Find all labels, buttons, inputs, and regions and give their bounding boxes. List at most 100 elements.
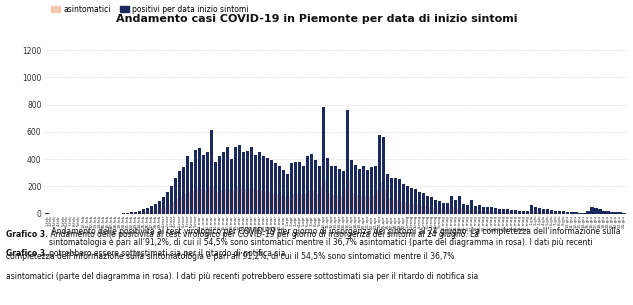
Text: Andamento casi COVID-19 in Piemonte per data di inizio sintomi: Andamento casi COVID-19 in Piemonte per …: [116, 14, 517, 24]
Bar: [173, 178, 177, 213]
Bar: [402, 184, 405, 213]
Bar: [606, 211, 610, 213]
Bar: [570, 212, 573, 213]
Bar: [430, 197, 434, 213]
Bar: [534, 207, 537, 214]
Bar: [366, 170, 369, 214]
Text: Andamento delle positività al test virologico per COVID-19 per giorno di insorge: Andamento delle positività al test virol…: [48, 230, 479, 239]
Bar: [566, 212, 570, 214]
Bar: [149, 206, 153, 213]
Bar: [334, 166, 337, 214]
Bar: [194, 149, 197, 213]
Bar: [249, 147, 253, 213]
Bar: [166, 192, 169, 214]
Bar: [558, 211, 561, 213]
Bar: [237, 145, 241, 213]
Bar: [450, 196, 453, 214]
Bar: [158, 201, 161, 214]
Bar: [622, 213, 625, 214]
Bar: [542, 209, 546, 213]
Bar: [218, 156, 221, 214]
Bar: [290, 163, 293, 214]
Bar: [294, 162, 297, 214]
Bar: [598, 210, 601, 214]
Bar: [410, 188, 413, 213]
Bar: [254, 155, 257, 213]
Bar: [170, 186, 173, 213]
Bar: [270, 160, 273, 214]
Bar: [197, 148, 201, 214]
Bar: [490, 207, 493, 213]
Bar: [326, 158, 329, 214]
Bar: [213, 162, 217, 214]
Bar: [322, 107, 325, 214]
Bar: [230, 159, 233, 214]
Bar: [310, 154, 313, 214]
Legend: asintomatici, positivi per data inizio sintomi: asintomatici, positivi per data inizio s…: [48, 2, 252, 16]
Bar: [458, 196, 461, 214]
Bar: [526, 211, 529, 213]
Bar: [234, 147, 237, 213]
Bar: [422, 193, 425, 213]
Bar: [134, 212, 137, 214]
Bar: [398, 179, 401, 214]
Bar: [206, 152, 209, 213]
Bar: [242, 152, 245, 213]
Bar: [346, 110, 349, 214]
Bar: [154, 204, 157, 214]
Bar: [386, 174, 389, 213]
Bar: [125, 213, 129, 214]
Bar: [358, 169, 361, 214]
Bar: [498, 209, 501, 213]
Bar: [246, 151, 249, 213]
Bar: [354, 164, 357, 214]
Bar: [406, 186, 410, 213]
Bar: [146, 208, 149, 214]
Bar: [610, 212, 613, 214]
Text: Grafico 3.: Grafico 3.: [6, 230, 48, 239]
Bar: [502, 210, 505, 214]
Bar: [478, 205, 481, 214]
Bar: [278, 166, 281, 214]
Bar: [466, 205, 469, 214]
Bar: [338, 169, 341, 214]
Bar: [446, 203, 449, 213]
Bar: [602, 211, 606, 214]
Bar: [285, 174, 289, 213]
Bar: [266, 158, 269, 214]
Bar: [142, 210, 145, 214]
Bar: [522, 211, 525, 214]
Bar: [258, 152, 261, 213]
Bar: [550, 210, 553, 213]
Bar: [514, 210, 517, 213]
Bar: [470, 200, 473, 213]
Bar: [530, 205, 534, 214]
Bar: [222, 152, 225, 213]
Bar: [418, 192, 422, 214]
Bar: [370, 167, 373, 214]
Bar: [494, 208, 498, 214]
Bar: [298, 162, 301, 214]
Bar: [594, 208, 598, 214]
Bar: [182, 167, 185, 213]
Bar: [394, 178, 398, 213]
Bar: [378, 135, 381, 214]
Bar: [506, 210, 510, 214]
Bar: [210, 131, 213, 214]
Bar: [546, 210, 549, 214]
Bar: [614, 212, 618, 213]
Bar: [510, 210, 513, 213]
Bar: [202, 155, 205, 213]
Bar: [185, 156, 189, 214]
Bar: [261, 156, 265, 214]
Text: Andamento delle positività al test virologico per COVID-19 per giorno di insorge: Andamento delle positività al test virol…: [49, 227, 621, 258]
Bar: [137, 211, 141, 213]
Bar: [273, 163, 277, 214]
Bar: [314, 160, 317, 214]
Bar: [426, 196, 429, 214]
Bar: [562, 211, 565, 213]
Bar: [390, 178, 393, 213]
Bar: [442, 203, 446, 214]
Bar: [462, 204, 465, 214]
Bar: [374, 166, 377, 214]
